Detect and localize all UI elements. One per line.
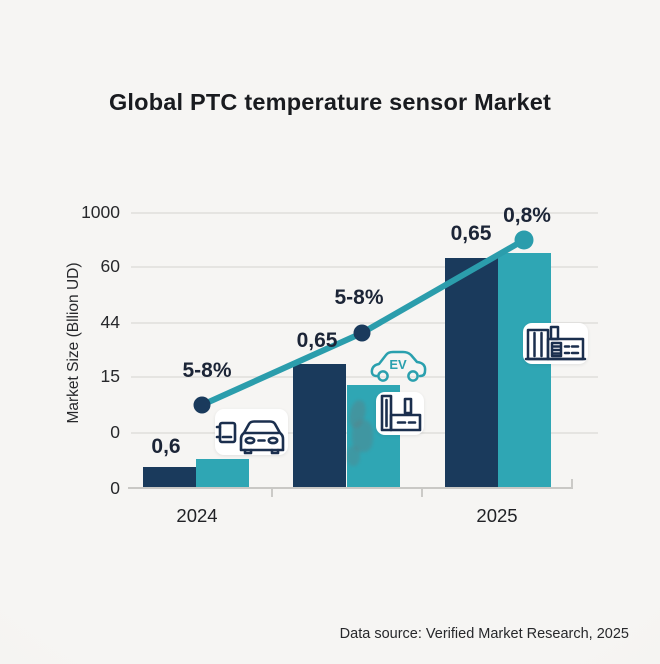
trend-dot: [193, 396, 211, 414]
svg-text:EV: EV: [389, 357, 407, 372]
bar-2024-navy: [143, 467, 196, 489]
bar-2024-teal: [196, 459, 249, 489]
trend-dot: [353, 324, 371, 342]
battery-car-icon: [215, 409, 288, 455]
factory-building-icon: [523, 323, 588, 364]
x-label-2024: 2024: [176, 505, 218, 526]
chart-title: Global PTC temperature sensor Market: [108, 89, 552, 115]
bar-texture-smudge: [347, 446, 360, 466]
bar-2025-teal: [498, 253, 551, 489]
gridline: [131, 212, 598, 214]
bar-value-label: 0,6: [151, 435, 181, 458]
bar-value-label: 0,65: [450, 222, 492, 245]
bar-texture-smudge: [352, 420, 373, 452]
x-axis-end-tick: [571, 479, 573, 488]
factory-chimney-icon: [376, 392, 424, 435]
y-tick-15: 15: [100, 366, 120, 386]
y-tick-60: 60: [100, 256, 120, 276]
bar-value-label: 0,65: [296, 329, 338, 352]
y-tick-1000: 1000: [81, 202, 120, 222]
bar-mid-navy: [293, 364, 346, 489]
data-source: Data source: Verified Market Research, 2…: [339, 626, 629, 642]
trend-dot: [514, 230, 534, 250]
growth-rate-label: 0,8%: [503, 204, 551, 227]
y-axis-title: Market Size (Bllion UD): [65, 262, 82, 424]
x-axis-tick: [271, 489, 273, 497]
x-axis-line: [128, 487, 573, 489]
growth-rate-label: 5-8%: [182, 359, 232, 382]
y-tick-44: 44: [100, 312, 120, 332]
bar-2025-navy: [445, 258, 498, 489]
x-axis-tick: [421, 489, 423, 497]
y-tick-0: 0: [110, 422, 120, 442]
y-tick-0-base: 0: [110, 478, 120, 498]
growth-rate-label: 5-8%: [334, 286, 384, 309]
x-label-2025: 2025: [476, 505, 518, 526]
ev-car-icon: EV: [369, 346, 429, 384]
